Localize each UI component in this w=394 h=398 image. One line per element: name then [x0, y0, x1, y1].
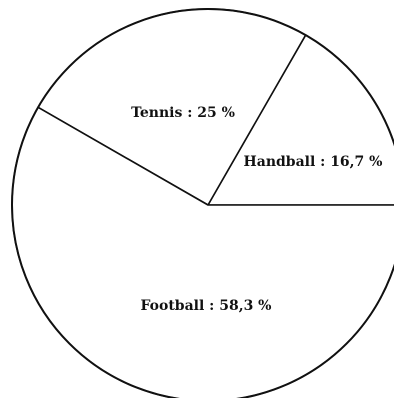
slice-label: Handball : 16,7 % [244, 154, 383, 170]
slice-label: Tennis : 25 % [131, 105, 235, 121]
slice-label: Football : 58,3 % [140, 298, 271, 314]
pie-outline [11, 8, 394, 398]
pie-labels: Handball : 16,7 % Tennis : 25 % Football :… [131, 105, 382, 314]
pie-slices [11, 8, 394, 398]
